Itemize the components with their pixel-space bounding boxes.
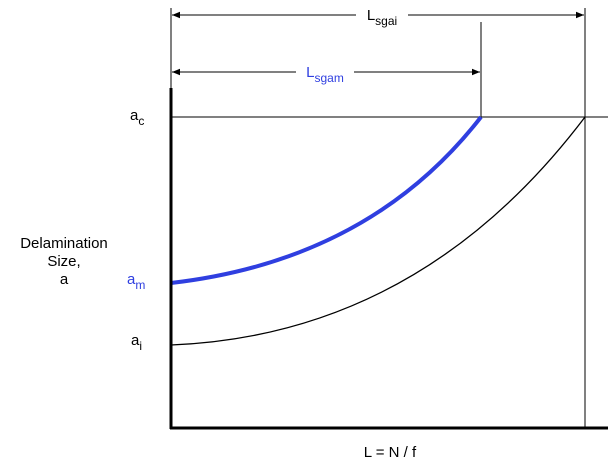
a-i-label: ai xyxy=(131,332,142,353)
label-sub: sgam xyxy=(315,71,344,85)
l-sgai-label: Lsgai xyxy=(367,7,397,28)
label-bg xyxy=(296,60,354,86)
label-sub: m xyxy=(135,278,145,292)
measured-curve xyxy=(170,115,483,285)
label-main: a xyxy=(130,107,139,124)
label-sub: c xyxy=(138,114,144,128)
l-sgam-label: Lsgam xyxy=(306,64,344,85)
label-main: L xyxy=(367,7,375,24)
a-m-label: am xyxy=(127,271,145,292)
label-main: a xyxy=(131,332,140,349)
x-axis-title: L = N / f xyxy=(364,444,417,461)
a-c-label: ac xyxy=(130,107,144,128)
initial-curve xyxy=(170,116,586,346)
y-axis-title: Size, xyxy=(47,253,80,270)
label-sub: i xyxy=(139,339,142,353)
y-axis-title: Delamination xyxy=(20,235,108,252)
label-sub: sgai xyxy=(375,14,397,28)
label-main: L xyxy=(306,64,314,81)
label-bg xyxy=(356,4,408,28)
label-main: a xyxy=(127,271,136,288)
y-axis-title: a xyxy=(60,271,69,288)
